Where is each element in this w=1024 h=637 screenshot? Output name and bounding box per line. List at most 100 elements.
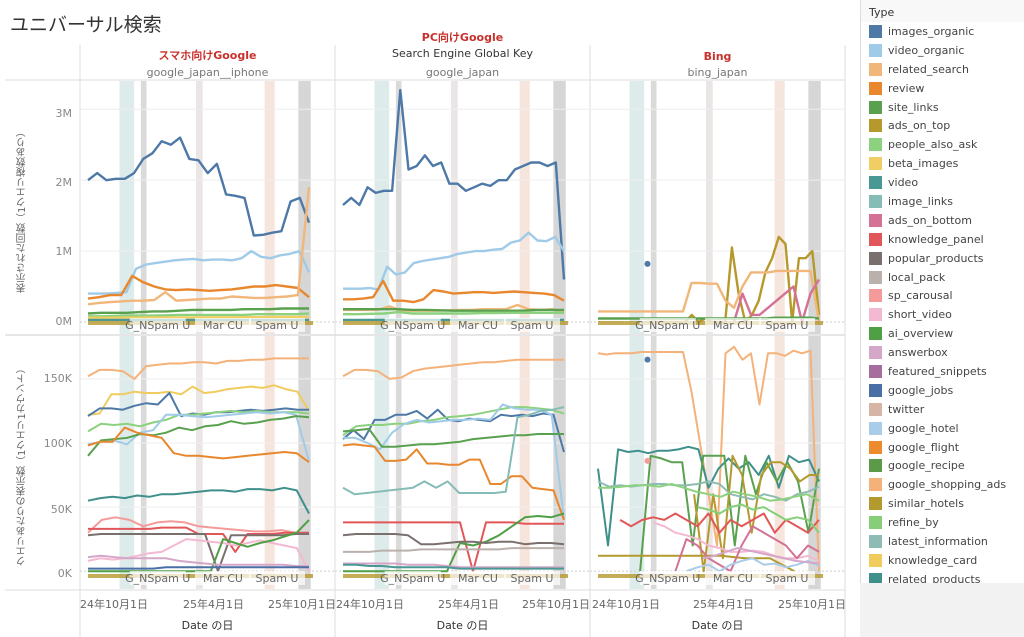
legend-swatch xyxy=(869,138,882,152)
legend-item-local-pack[interactable]: local_pack xyxy=(861,268,1024,287)
series-line-local-pack xyxy=(343,547,564,553)
legend-item-twitter[interactable]: twitter xyxy=(861,400,1024,419)
legend-label: google_jobs xyxy=(888,383,954,397)
legend-swatch xyxy=(869,213,882,227)
legend-item-ai-overview[interactable]: ai_overview xyxy=(861,324,1024,343)
y-tick-label: 150K xyxy=(43,372,72,385)
series-line-site-links xyxy=(87,307,309,315)
legend-item-short-video[interactable]: short_video xyxy=(861,305,1024,324)
series-line-related-search xyxy=(87,187,311,306)
legend-label: google_hotel xyxy=(888,421,959,435)
x-tick-label: 25年10月1日 xyxy=(268,598,336,611)
legend-swatch xyxy=(869,516,882,530)
legend-label: google_recipe xyxy=(888,459,965,473)
legend-item-related-products[interactable]: related_products xyxy=(861,570,1024,589)
legend-label: site_links xyxy=(888,100,939,114)
legend-item-google-flight[interactable]: google_flight xyxy=(861,438,1024,457)
legend-swatch xyxy=(869,270,882,284)
legend-item-images-organic[interactable]: images_organic xyxy=(861,22,1024,41)
legend-footer-area xyxy=(860,583,1024,637)
legend-label: related_search xyxy=(888,62,969,76)
legend-swatch xyxy=(869,383,882,397)
series-line-images-organic xyxy=(342,88,566,280)
legend-item-popular-products[interactable]: popular_products xyxy=(861,249,1024,268)
legend-item-google-hotel[interactable]: google_hotel xyxy=(861,419,1024,438)
legend-swatch xyxy=(869,81,882,95)
legend-item-ads-on-top[interactable]: ads_on_top xyxy=(861,116,1024,135)
series-line-google-jobs xyxy=(88,566,309,570)
legend-swatch xyxy=(869,43,882,57)
legend-item-knowledge-panel[interactable]: knowledge_panel xyxy=(861,230,1024,249)
series-line-ai-overview xyxy=(343,512,565,573)
data-point-sp-carousal xyxy=(644,457,651,464)
legend-item-video[interactable]: video xyxy=(861,173,1024,192)
series-line-related-search xyxy=(598,269,821,323)
update-band xyxy=(374,81,390,334)
legend-label: latest_information xyxy=(888,534,988,548)
legend-item-answerbox[interactable]: answerbox xyxy=(861,343,1024,362)
series-line-people-also-ask xyxy=(598,483,820,502)
update-band xyxy=(119,81,135,334)
band-label: G_NSpam U xyxy=(125,319,190,332)
legend-label: local_pack xyxy=(888,270,946,284)
legend-label: google_flight xyxy=(888,440,960,454)
band-label: Spam U xyxy=(511,319,554,332)
series-line-review xyxy=(87,426,310,464)
band-label: Mar CU xyxy=(203,572,243,585)
legend-item-ads-on-bottom[interactable]: ads_on_bottom xyxy=(861,211,1024,230)
series-line-beta-images xyxy=(88,315,310,319)
x-tick-label: 24年10月1日 xyxy=(592,598,660,611)
band-label: Spam U xyxy=(256,572,299,585)
legend-label: short_video xyxy=(888,308,952,322)
series-line-review xyxy=(342,443,565,521)
band-label: Spam U xyxy=(511,572,554,585)
legend-title: Type xyxy=(861,0,1024,22)
column-header-bing: bing_japan xyxy=(687,66,748,79)
legend-item-google-jobs[interactable]: google_jobs xyxy=(861,381,1024,400)
legend-swatch xyxy=(869,157,882,171)
legend-item-refine-by[interactable]: refine_by xyxy=(861,513,1024,532)
legend-item-image-links[interactable]: image_links xyxy=(861,192,1024,211)
series-line-site-links xyxy=(342,427,564,448)
band-label: Mar CU xyxy=(458,572,498,585)
legend-swatch xyxy=(869,176,882,190)
x-tick-label: 25年4月1日 xyxy=(693,598,754,611)
legend-item-similar-hotels[interactable]: similar_hotels xyxy=(861,494,1024,513)
legend-label: review xyxy=(888,81,925,95)
legend-item-people-also-ask[interactable]: people_also_ask xyxy=(861,135,1024,154)
update-band xyxy=(395,81,402,334)
x-tick-label: 24年10月1日 xyxy=(80,598,148,611)
legend-item-latest-information[interactable]: latest_information xyxy=(861,532,1024,551)
column-header-iphone: google_japan__iphone xyxy=(146,66,269,79)
legend-swatch xyxy=(869,232,882,246)
legend-item-video-organic[interactable]: video_organic xyxy=(861,41,1024,60)
series-line-video-organic xyxy=(88,249,311,295)
band-label-bg xyxy=(705,318,761,332)
legend-item-knowledge-card[interactable]: knowledge_card xyxy=(861,551,1024,570)
legend-swatch xyxy=(869,459,882,473)
series-line-short-video xyxy=(652,521,820,562)
legend-label: sp_carousal xyxy=(888,289,953,303)
band-label: G_NSpam U xyxy=(635,572,700,585)
band-label: Spam U xyxy=(256,319,299,332)
legend-item-related-search[interactable]: related_search xyxy=(861,60,1024,79)
legend-swatch xyxy=(869,553,882,567)
legend-label: knowledge_panel xyxy=(888,232,984,246)
legend-item-google-shopping-ads[interactable]: google_shopping_ads xyxy=(861,475,1024,494)
band-label: Mar CU xyxy=(458,319,498,332)
band-label-bg xyxy=(195,318,251,332)
legend-item-site-links[interactable]: site_links xyxy=(861,98,1024,117)
legend-item-featured-snippets[interactable]: featured_snippets xyxy=(861,362,1024,381)
update-band xyxy=(119,336,135,589)
legend-item-review[interactable]: review xyxy=(861,79,1024,98)
legend-item-google-recipe[interactable]: google_recipe xyxy=(861,456,1024,475)
legend-label: related_products xyxy=(888,572,981,586)
legend-swatch xyxy=(869,346,882,360)
legend-item-sp-carousal[interactable]: sp_carousal xyxy=(861,286,1024,305)
legend-label: ai_overview xyxy=(888,327,954,341)
legend-item-beta-images[interactable]: beta_images xyxy=(861,154,1024,173)
x-tick-label: 25年4月1日 xyxy=(183,598,244,611)
series-line-site-links xyxy=(343,308,564,312)
band-label-bg xyxy=(384,571,441,585)
legend-label: knowledge_card xyxy=(888,553,978,567)
